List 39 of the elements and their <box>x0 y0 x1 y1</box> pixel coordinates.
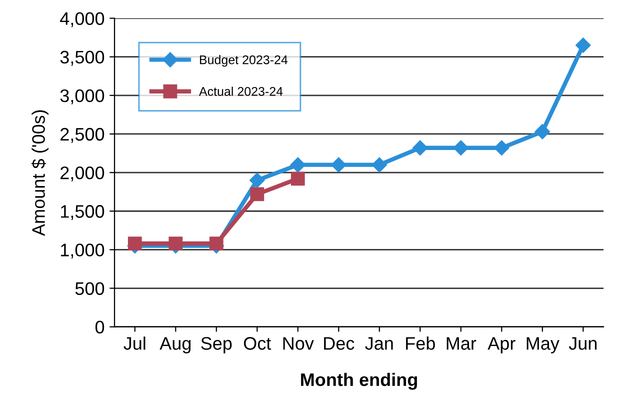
x-tick-label: May <box>526 337 560 354</box>
x-tick-label: Apr <box>488 337 516 354</box>
y-tick-label: 1,500 <box>60 205 104 220</box>
x-tick-label: Aug <box>160 337 191 354</box>
y-axis-title: Amount $ ('00s) <box>31 110 48 236</box>
y-tick-label: 3,000 <box>60 89 104 104</box>
point <box>250 172 265 188</box>
y-tick-label: 3,500 <box>60 50 104 66</box>
point <box>453 140 468 156</box>
point <box>372 157 387 172</box>
point <box>128 236 142 250</box>
x-tick-label: Oct <box>244 337 272 350</box>
x-tick-label: Jul <box>124 336 146 350</box>
point <box>250 187 264 202</box>
y-tick-label: 0 <box>95 320 104 334</box>
point <box>209 236 224 250</box>
point <box>534 124 550 140</box>
x-tick-label: Jan <box>365 337 393 350</box>
point <box>494 140 510 156</box>
y-tick-label: 2,500 <box>60 128 104 143</box>
point <box>290 157 306 172</box>
x-tick-label: Sep <box>201 337 232 354</box>
x-tick-label: Feb <box>406 336 435 350</box>
x-tick-label: Mar <box>446 337 476 350</box>
point <box>290 172 305 186</box>
point <box>412 140 428 156</box>
y-tick-label: 2,000 <box>60 166 104 182</box>
x-tick-label: Nov <box>283 337 314 350</box>
y-tick-label: 4,000 <box>60 12 104 28</box>
x-axis-title: Month ending <box>301 372 417 390</box>
y-tick-label: 500 <box>75 282 104 295</box>
legend-label: Actual 2023-24 <box>198 86 283 96</box>
y-tick-label: 1,000 <box>60 244 104 259</box>
x-tick-label: Jun <box>568 337 597 350</box>
point <box>576 38 591 53</box>
legend-label: Budget 2023-24 <box>200 55 288 67</box>
point <box>168 236 183 250</box>
point <box>331 157 346 172</box>
x-tick-label: Dec <box>324 337 354 350</box>
